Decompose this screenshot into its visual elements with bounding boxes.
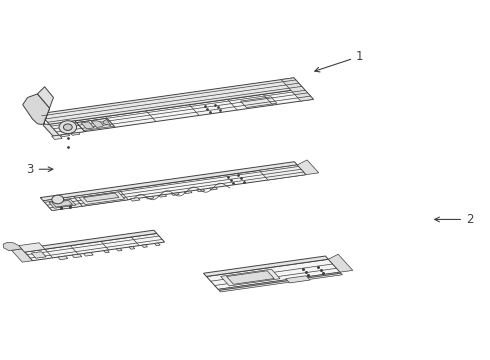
Polygon shape	[49, 121, 85, 135]
Polygon shape	[83, 193, 119, 202]
Polygon shape	[58, 256, 68, 260]
Polygon shape	[297, 160, 319, 175]
Polygon shape	[241, 97, 277, 108]
Polygon shape	[72, 254, 82, 258]
Polygon shape	[172, 193, 179, 195]
Polygon shape	[74, 190, 128, 206]
Polygon shape	[83, 252, 93, 256]
Polygon shape	[23, 94, 49, 125]
Polygon shape	[103, 119, 111, 126]
Polygon shape	[218, 272, 341, 291]
Circle shape	[59, 121, 76, 134]
Polygon shape	[184, 191, 192, 194]
Polygon shape	[259, 165, 306, 180]
Polygon shape	[197, 189, 205, 192]
Polygon shape	[37, 87, 59, 136]
Polygon shape	[159, 194, 167, 197]
Polygon shape	[40, 78, 304, 125]
Polygon shape	[52, 135, 62, 139]
Polygon shape	[76, 118, 114, 131]
Polygon shape	[43, 165, 306, 211]
Polygon shape	[103, 250, 109, 253]
Polygon shape	[130, 198, 140, 201]
Polygon shape	[43, 197, 82, 211]
Polygon shape	[31, 252, 46, 258]
Polygon shape	[210, 187, 218, 190]
Polygon shape	[91, 121, 103, 127]
Polygon shape	[61, 134, 70, 137]
Polygon shape	[328, 254, 353, 272]
Polygon shape	[40, 162, 297, 201]
Polygon shape	[81, 122, 94, 129]
Circle shape	[63, 124, 72, 130]
Text: 1: 1	[315, 50, 364, 72]
Polygon shape	[203, 256, 328, 276]
Polygon shape	[206, 259, 340, 289]
Polygon shape	[52, 201, 73, 207]
Text: 2: 2	[435, 213, 473, 226]
Polygon shape	[154, 243, 160, 246]
Circle shape	[52, 195, 64, 204]
Polygon shape	[281, 78, 314, 101]
Polygon shape	[71, 132, 80, 135]
Polygon shape	[49, 89, 314, 135]
Polygon shape	[22, 230, 157, 252]
Polygon shape	[226, 271, 274, 284]
Polygon shape	[3, 242, 22, 251]
Polygon shape	[219, 273, 343, 292]
Polygon shape	[142, 245, 147, 247]
Polygon shape	[79, 192, 124, 204]
Polygon shape	[24, 233, 165, 261]
Polygon shape	[220, 269, 280, 286]
Polygon shape	[129, 247, 135, 249]
Polygon shape	[49, 199, 76, 208]
Text: 3: 3	[26, 163, 53, 176]
Polygon shape	[116, 248, 122, 251]
Polygon shape	[12, 249, 32, 262]
Polygon shape	[146, 196, 154, 199]
Polygon shape	[286, 276, 310, 283]
Polygon shape	[19, 243, 45, 252]
